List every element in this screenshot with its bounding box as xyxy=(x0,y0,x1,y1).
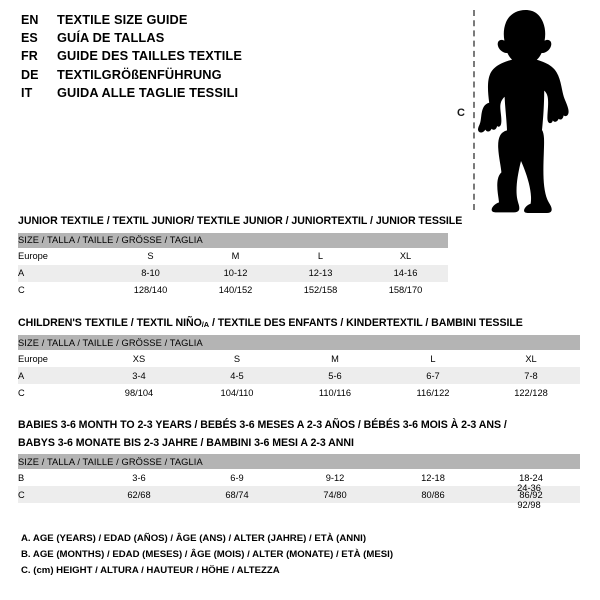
babies-size-table: SIZE / TALLA / TAILLE / GRÖSSE / TAGLIA … xyxy=(18,454,580,503)
language-title-en: TEXTILE SIZE GUIDE xyxy=(57,12,188,27)
cell-value: XS xyxy=(90,350,188,368)
section-title-children-subscript: /A xyxy=(201,319,210,329)
cell-value: 18-24 xyxy=(482,469,580,486)
height-measurement-illustration: C xyxy=(448,4,588,214)
size-band-label: SIZE / TALLA / TAILLE / GRÖSSE / TAGLIA xyxy=(18,335,580,351)
table-row: C 98/104 104/110 110/116 116/122 122/128 xyxy=(18,384,580,402)
cell-value: 140/152 xyxy=(193,281,278,299)
table-row: A 8-10 10-12 12-13 14-16 xyxy=(18,264,448,282)
cell-value: 122/128 xyxy=(482,384,580,402)
table-band-row: SIZE / TALLA / TAILLE / GRÖSSE / TAGLIA xyxy=(18,335,580,351)
section-title-babies-line2: BABYS 3-6 MONATE BIS 2-3 JAHRE / BAMBINI… xyxy=(18,436,354,449)
table-row: A 3-4 4-5 5-6 6-7 7-8 xyxy=(18,367,580,385)
children-size-table: SIZE / TALLA / TAILLE / GRÖSSE / TAGLIA … xyxy=(18,335,580,402)
section-title-children: CHILDREN'S TEXTILE / TEXTIL NIÑO/A / TEX… xyxy=(18,317,580,331)
height-marker-label: C xyxy=(457,107,465,119)
cell-value: 12-13 xyxy=(278,264,363,282)
cell-value: 68/74 xyxy=(188,486,286,503)
language-row-de: DE TEXTILGRÖßENFÜHRUNG xyxy=(21,67,421,85)
cell-value: 74/80 xyxy=(286,486,384,503)
table-row: B 3-6 6-9 9-12 12-18 18-24 xyxy=(18,469,580,486)
language-code-de: DE xyxy=(21,67,39,82)
cell-value: 92/98 xyxy=(517,500,541,510)
section-childrens-textile: CHILDREN'S TEXTILE / TEXTIL NIÑO/A / TEX… xyxy=(18,317,580,402)
section-title-junior: JUNIOR TEXTILE / TEXTIL JUNIOR/ TEXTILE … xyxy=(18,215,463,227)
language-row-en: EN TEXTILE SIZE GUIDE xyxy=(21,12,421,30)
table-row: C 62/68 68/74 74/80 80/86 86/92 xyxy=(18,486,580,503)
legend-block: A. AGE (YEARS) / EDAD (AÑOS) / ÂGE (ANS)… xyxy=(21,531,393,579)
row-label: C xyxy=(18,384,90,402)
junior-size-table: SIZE / TALLA / TAILLE / GRÖSSE / TAGLIA … xyxy=(18,232,448,299)
cell-value: 5-6 xyxy=(286,367,384,385)
section-babies-textile: BABIES 3-6 MONTH TO 2-3 YEARS / BEBÉS 3-… xyxy=(18,419,580,503)
table-band-row: SIZE / TALLA / TAILLE / GRÖSSE / TAGLIA xyxy=(18,454,580,469)
language-code-es: ES xyxy=(21,31,38,46)
language-code-it: IT xyxy=(21,85,33,100)
row-label: C xyxy=(18,486,90,503)
legend-line-a: A. AGE (YEARS) / EDAD (AÑOS) / ÂGE (ANS)… xyxy=(21,533,367,544)
row-label: A xyxy=(18,367,90,385)
language-title-de: TEXTILGRÖßENFÜHRUNG xyxy=(57,66,222,82)
section-title-children-part2: / TEXTILE DES ENFANTS / KINDERTEXTIL / B… xyxy=(209,317,523,329)
language-title-es: GUÍA DE TALLAS xyxy=(57,30,165,46)
cell-value: 152/158 xyxy=(278,281,363,299)
cell-value: 7-8 xyxy=(482,367,580,385)
cell-value: 86/92 xyxy=(482,486,580,503)
cell-value: 24-36 xyxy=(517,483,541,493)
cell-value: 3-6 xyxy=(90,469,188,486)
height-dashed-line xyxy=(473,10,475,210)
row-label: A xyxy=(18,264,108,282)
cell-value: 128/140 xyxy=(108,281,193,299)
cell-value: 6-7 xyxy=(384,367,482,385)
row-label: B xyxy=(18,469,90,486)
language-row-fr: FR GUIDE DES TAILLES TEXTILE xyxy=(21,48,421,66)
cell-value: S xyxy=(188,350,286,368)
cell-value: 104/110 xyxy=(188,384,286,402)
babies-sixth-column-anchor: 24-36 92/98 xyxy=(18,419,541,510)
cell-value: M xyxy=(193,247,278,265)
cell-value: 6-9 xyxy=(188,469,286,486)
cell-value: L xyxy=(384,350,482,368)
cell-value: 158/170 xyxy=(363,281,448,299)
cell-value: L xyxy=(278,247,363,265)
language-code-en: EN xyxy=(21,13,39,27)
cell-value: 4-5 xyxy=(188,367,286,385)
table-row: Europe XS S M L XL xyxy=(18,350,580,368)
language-row-es: ES GUÍA DE TALLAS xyxy=(21,30,421,48)
cell-value: XL xyxy=(363,247,448,265)
cell-value: 14-16 xyxy=(363,264,448,282)
cell-value: S xyxy=(108,247,193,265)
language-row-it: IT GUIDA ALLE TAGLIE TESSILI xyxy=(21,85,421,103)
cell-value: 9-12 xyxy=(286,469,384,486)
cell-value: 8-10 xyxy=(108,264,193,282)
language-header-block: EN TEXTILE SIZE GUIDE ES GUÍA DE TALLAS … xyxy=(21,12,421,103)
language-title-fr: GUIDE DES TAILLES TEXTILE xyxy=(57,48,242,64)
language-title-it: GUIDA ALLE TAGLIE TESSILI xyxy=(57,84,239,100)
cell-value: 80/86 xyxy=(384,486,482,503)
cell-value: 62/68 xyxy=(90,486,188,503)
row-label: Europe xyxy=(18,247,108,265)
size-band-label: SIZE / TALLA / TAILLE / GRÖSSE / TAGLIA xyxy=(18,454,580,469)
cell-value: 3-4 xyxy=(90,367,188,385)
cell-value: 110/116 xyxy=(286,384,384,402)
table-row: C 128/140 140/152 152/158 158/170 xyxy=(18,281,448,299)
table-band-row: SIZE / TALLA / TAILLE / GRÖSSE / TAGLIA xyxy=(18,232,448,248)
cell-value: 10-12 xyxy=(193,264,278,282)
row-label: C xyxy=(18,281,108,299)
section-junior-textile: JUNIOR TEXTILE / TEXTIL JUNIOR/ TEXTILE … xyxy=(18,215,462,299)
size-band-label: SIZE / TALLA / TAILLE / GRÖSSE / TAGLIA xyxy=(18,232,448,248)
language-code-fr: FR xyxy=(21,49,38,64)
legend-line-c: C. (cm) HEIGHT / ALTURA / HAUTEUR / HÖHE… xyxy=(21,565,280,576)
cell-value: XL xyxy=(482,350,580,368)
table-row: Europe S M L XL xyxy=(18,247,448,265)
cell-value: M xyxy=(286,350,384,368)
section-title-children-part1: CHILDREN'S TEXTILE / TEXTIL NIÑO xyxy=(18,317,202,329)
toddler-silhouette-icon xyxy=(478,10,569,213)
row-label: Europe xyxy=(18,350,90,368)
legend-line-b: B. AGE (MONTHS) / EDAD (MESES) / ÂGE (MO… xyxy=(21,549,394,560)
section-title-babies-line1: BABIES 3-6 MONTH TO 2-3 YEARS / BEBÉS 3-… xyxy=(18,419,507,431)
cell-value: 98/104 xyxy=(90,384,188,402)
cell-value: 116/122 xyxy=(384,384,482,402)
cell-value: 12-18 xyxy=(384,469,482,486)
